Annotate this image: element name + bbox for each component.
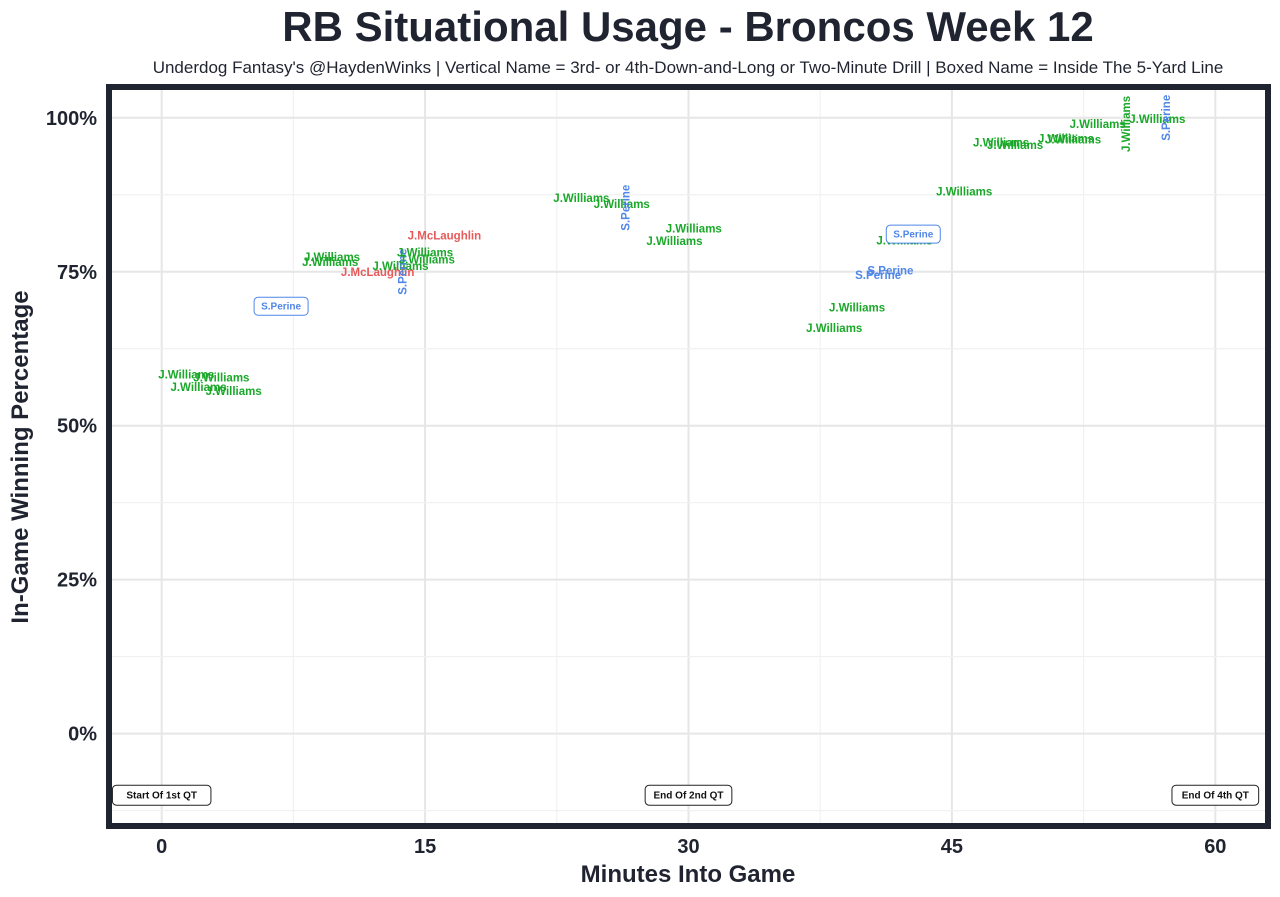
x-axis-title: Minutes Into Game: [581, 861, 796, 888]
data-point-label: S.Perine: [867, 266, 913, 278]
plot-points: J.WilliamsJ.WilliamsJ.WilliamsJ.Williams…: [158, 95, 1185, 398]
data-point-label: J.Williams: [646, 236, 702, 248]
quarter-marker-box: [644, 784, 733, 806]
data-point-label: J.Williams: [829, 302, 885, 314]
y-tick-label: 50%: [57, 416, 97, 438]
data-point-box: [253, 296, 309, 316]
data-point-label: S.Perine: [893, 230, 933, 241]
x-tick-label: 30: [677, 836, 699, 858]
data-point-label: J.Williams: [304, 252, 360, 264]
data-point-label: S.Perine: [261, 302, 301, 313]
data-point-label: S.Perine: [397, 249, 409, 295]
y-tick-label: 25%: [57, 570, 97, 592]
data-point-label: J.Williams: [158, 370, 214, 382]
plot-gridlines: [109, 87, 1268, 826]
data-point-label: J.Williams: [372, 261, 428, 273]
data-point-label: J.Williams: [1129, 114, 1185, 126]
x-axis-ticks: 0 15 30 45 60: [156, 836, 1226, 858]
x-tick-label: 45: [941, 836, 963, 858]
chart-subtitle: Underdog Fantasy's @HaydenWinks | Vertic…: [153, 58, 1224, 77]
x-tick-label: 60: [1204, 836, 1226, 858]
data-point-label: J.Williams: [206, 386, 262, 398]
quarter-markers: Start Of 1st QT End Of 2nd QT End Of 4th Q…: [111, 784, 1260, 806]
data-point-label: J.Williams: [987, 140, 1043, 152]
data-point-label: J.Williams: [973, 137, 1029, 149]
x-tick-label: 15: [414, 836, 436, 858]
y-axis-ticks: 0% 25% 50% 75% 100%: [46, 108, 97, 746]
data-point-label: J.Williams: [553, 193, 609, 205]
data-point-label: J.Williams: [1045, 134, 1101, 146]
data-point-label: J.Williams: [1121, 96, 1133, 152]
data-point-label: S.Perine: [855, 270, 901, 282]
data-point-label: J.Williams: [666, 224, 722, 236]
data-point-label: J.Williams: [170, 382, 226, 394]
data-point-label: J.Williams: [1070, 119, 1126, 131]
data-point-label: J.Williams: [302, 257, 358, 269]
data-point-label: S.Perine: [1161, 95, 1173, 141]
data-point-box: [885, 224, 941, 244]
data-point-label: J.Williams: [594, 199, 650, 211]
data-point-label: J.McLaughlin: [341, 267, 414, 279]
data-point-label: J.Williams: [806, 323, 862, 335]
y-axis-title: In-Game Winning Percentage: [7, 290, 34, 623]
data-point-label: J.Williams: [936, 187, 992, 199]
y-tick-label: 100%: [46, 108, 97, 130]
data-point-label: J.Williams: [1038, 134, 1094, 146]
plot-frame: [106, 84, 1271, 829]
data-point-label: S.Perine: [620, 185, 632, 231]
data-point-label: J.McLaughlin: [408, 230, 481, 242]
y-tick-label: 0%: [68, 724, 97, 746]
data-point-label: J.Williams: [399, 254, 455, 266]
data-point-label: J.Williams: [397, 248, 453, 260]
quarter-marker-box: [1171, 784, 1260, 806]
chart-title: RB Situational Usage - Broncos Week 12: [282, 3, 1093, 50]
quarter-marker-box: [111, 784, 212, 806]
quarter-marker-label: End Of 4th QT: [1182, 791, 1249, 802]
quarter-marker-label: Start Of 1st QT: [126, 791, 197, 802]
x-tick-label: 0: [156, 836, 167, 858]
y-tick-label: 75%: [57, 262, 97, 284]
data-point-label: J.Williams: [193, 373, 249, 385]
quarter-marker-label: End Of 2nd QT: [654, 791, 724, 802]
